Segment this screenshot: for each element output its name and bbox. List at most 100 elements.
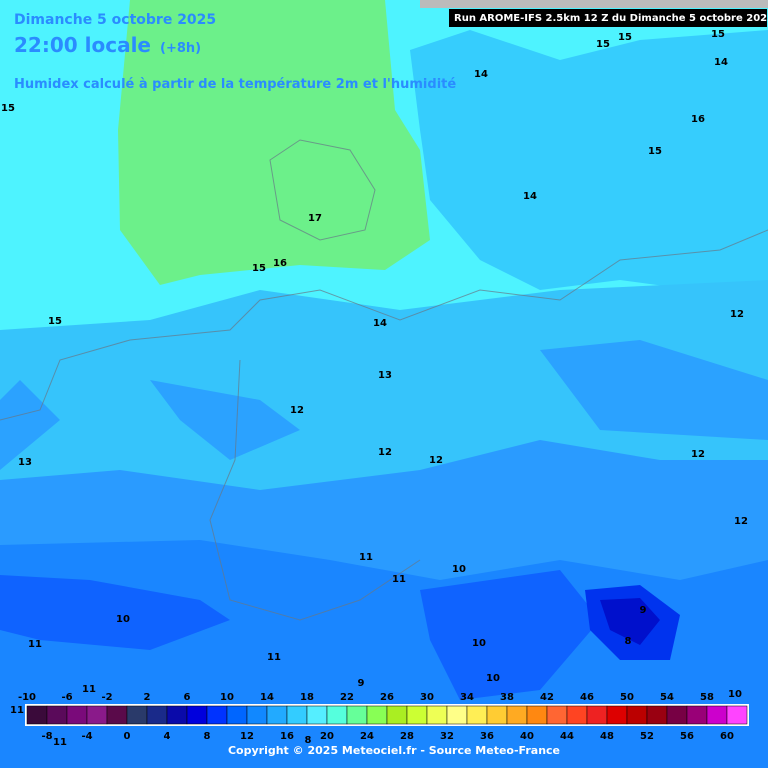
zone-8	[600, 598, 660, 645]
legend-swatch	[146, 705, 168, 725]
legend-label: 32	[440, 731, 454, 742]
subtitle: Humidex calculé à partir de la températu…	[14, 77, 456, 92]
legend-swatch	[326, 705, 348, 725]
contour-label: 15	[1, 103, 15, 114]
legend-label: -4	[81, 731, 92, 742]
legend-label: 30	[420, 692, 434, 703]
contour-label: 8	[625, 636, 632, 647]
legend-label: 0	[124, 731, 131, 742]
contour-label: 11	[28, 639, 42, 650]
offset: (+8h)	[160, 41, 201, 56]
contour-label: 12	[290, 405, 304, 416]
contour-label: 8	[305, 735, 312, 746]
legend-swatch	[246, 705, 268, 725]
contour-label: 16	[273, 258, 287, 269]
legend-swatch	[426, 705, 448, 725]
legend-label: 34	[460, 692, 474, 703]
legend-label: 36	[480, 731, 494, 742]
contour-label: 12	[730, 309, 744, 320]
legend-swatch	[306, 705, 328, 725]
contour-label: 11	[392, 574, 406, 585]
contour-label: 16	[691, 114, 705, 125]
contour-label: 10	[116, 614, 130, 625]
legend-label: -8	[41, 731, 52, 742]
legend-label: 12	[240, 731, 254, 742]
contour-label: 9	[358, 678, 365, 689]
legend-swatch	[226, 705, 248, 725]
legend-label: 56	[680, 731, 694, 742]
contour-label: 15	[648, 146, 662, 157]
legend-label: 2	[144, 692, 151, 703]
legend-label: 40	[520, 731, 534, 742]
legend-swatch	[486, 705, 508, 725]
legend-swatch	[106, 705, 128, 725]
border-line	[0, 229, 768, 421]
legend-label: 4	[164, 731, 171, 742]
contour-label: 11	[267, 652, 281, 663]
legend-swatch	[206, 705, 228, 725]
contour-label: 15	[252, 263, 266, 274]
legend-label: 20	[320, 731, 334, 742]
legend-swatch	[386, 705, 408, 725]
contour-label: 13	[378, 370, 392, 381]
contour-label: 10	[452, 564, 466, 575]
legend-swatch	[406, 705, 428, 725]
legend-label: -10	[18, 692, 36, 703]
legend-label: 22	[340, 692, 354, 703]
contour-label: 11	[82, 684, 96, 695]
zone-14-east	[410, 30, 768, 300]
contour-label: 12	[429, 455, 443, 466]
legend-swatch	[606, 705, 628, 725]
contour-label: 12	[378, 447, 392, 458]
contour-label: 15	[618, 32, 632, 43]
zone-10	[0, 570, 600, 700]
contour-17	[269, 139, 376, 241]
legend-label: 14	[260, 692, 274, 703]
legend-label: 38	[500, 692, 514, 703]
legend-swatch	[586, 705, 608, 725]
contour-label: 14	[714, 57, 728, 68]
contour-label: 17	[308, 213, 322, 224]
legend-label: 10	[220, 692, 234, 703]
legend-swatch	[726, 705, 748, 725]
contour-label: 9	[640, 605, 647, 616]
contour-label: 15	[711, 29, 725, 40]
legend-swatch	[166, 705, 188, 725]
legend-swatch	[26, 705, 48, 725]
legend-swatch	[566, 705, 588, 725]
legend-label: 26	[380, 692, 394, 703]
legend-swatch	[186, 705, 208, 725]
legend-label: 16	[280, 731, 294, 742]
legend-swatch	[706, 705, 728, 725]
legend-label: 18	[300, 692, 314, 703]
contour-label: 11	[53, 737, 67, 748]
contour-label: 12	[691, 449, 705, 460]
legend-label: 54	[660, 692, 674, 703]
legend-swatch	[506, 705, 528, 725]
legend-label: 44	[560, 731, 574, 742]
copyright: Copyright © 2025 Meteociel.fr - Source M…	[228, 744, 560, 757]
legend-swatch	[526, 705, 548, 725]
date-title: Dimanche 5 octobre 2025	[14, 12, 216, 28]
legend-label: 6	[184, 692, 191, 703]
contour-labels: 15 15 15 15 14 14 16 15 14 17 16 15 15 14 12 13 13 12 12 12…	[1, 29, 748, 748]
legend-label: 52	[640, 731, 654, 742]
contour-label: 10	[728, 689, 742, 700]
run-box	[449, 9, 767, 27]
legend-swatch	[346, 705, 368, 725]
run-info: Run AROME-IFS 2.5km 12 Z du Dimanche 5 o…	[454, 13, 768, 24]
legend-label: 42	[540, 692, 554, 703]
legend-swatch	[66, 705, 88, 725]
legend-label: 8	[204, 731, 211, 742]
legend-swatch	[546, 705, 568, 725]
legend-label: -2	[101, 692, 112, 703]
contour-label: 14	[373, 318, 387, 329]
legend-swatch	[286, 705, 308, 725]
contour-label: 11	[359, 552, 373, 563]
legend-swatch	[46, 705, 68, 725]
legend-swatch	[86, 705, 108, 725]
contour-label: 15	[596, 39, 610, 50]
contour-label: 13	[18, 457, 32, 468]
contour-label: 10	[486, 673, 500, 684]
